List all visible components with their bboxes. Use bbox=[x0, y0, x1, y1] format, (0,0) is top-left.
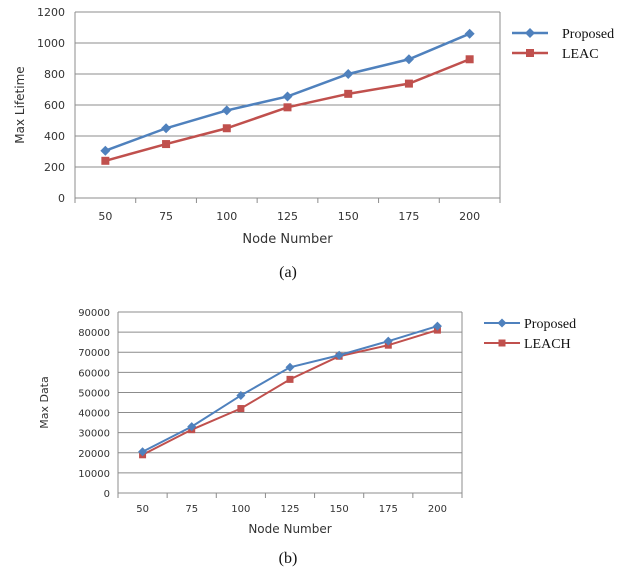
data-point bbox=[464, 28, 475, 39]
data-point bbox=[432, 321, 442, 331]
y-tick-label: 600 bbox=[44, 99, 65, 112]
x-tick-label: 175 bbox=[398, 210, 419, 223]
data-point bbox=[286, 375, 294, 383]
data-point bbox=[343, 69, 354, 79]
y-tick-label: 400 bbox=[44, 130, 65, 143]
x-tick-label: 200 bbox=[428, 504, 447, 515]
data-point bbox=[101, 156, 110, 165]
y-tick-label: 1000 bbox=[37, 37, 65, 50]
x-tick-label: 50 bbox=[136, 504, 149, 515]
legend-label: LEACH bbox=[524, 337, 571, 352]
data-point bbox=[383, 336, 393, 346]
figure-caption: (b) bbox=[279, 550, 298, 567]
data-point bbox=[162, 140, 171, 149]
x-axis-title: Node Number bbox=[248, 522, 331, 536]
x-tick-label: 125 bbox=[277, 210, 298, 223]
y-tick-label: 0 bbox=[58, 192, 65, 205]
figure-caption: (a) bbox=[279, 264, 297, 281]
y-axis-title: Max Lifetime bbox=[13, 66, 27, 143]
x-tick-label: 75 bbox=[159, 210, 173, 223]
data-point bbox=[187, 422, 197, 432]
data-point bbox=[497, 318, 507, 328]
data-point bbox=[404, 79, 413, 88]
data-point bbox=[237, 405, 245, 413]
y-tick-label: 200 bbox=[44, 161, 65, 174]
legend-label: Proposed bbox=[562, 27, 614, 42]
legend-label: LEAC bbox=[562, 47, 599, 62]
x-tick-label: 125 bbox=[280, 504, 299, 515]
y-tick-label: 800 bbox=[44, 68, 65, 81]
data-point bbox=[222, 124, 231, 133]
legend-label: Proposed bbox=[524, 317, 576, 332]
data-point bbox=[334, 350, 344, 360]
x-tick-label: 175 bbox=[379, 504, 398, 515]
data-point bbox=[138, 447, 148, 457]
data-point bbox=[282, 91, 293, 102]
x-tick-label: 50 bbox=[98, 210, 112, 223]
x-axis-title: Node Number bbox=[242, 232, 333, 247]
data-point bbox=[465, 55, 474, 64]
data-point bbox=[498, 339, 506, 347]
y-tick-label: 60000 bbox=[78, 368, 110, 379]
y-tick-label: 50000 bbox=[78, 388, 110, 399]
data-point bbox=[283, 103, 292, 112]
data-point bbox=[221, 105, 232, 116]
data-point bbox=[236, 390, 246, 400]
x-tick-label: 150 bbox=[330, 504, 349, 515]
y-tick-label: 40000 bbox=[78, 409, 110, 420]
chart-b: 0 10000 20000 30000 40000 50000 60000 70000 8000… bbox=[38, 308, 576, 567]
y-tick-label: 10000 bbox=[78, 469, 110, 480]
y-tick-label: 30000 bbox=[78, 429, 110, 440]
data-point bbox=[344, 89, 353, 98]
data-point bbox=[100, 145, 111, 156]
x-tick-label: 200 bbox=[459, 210, 480, 223]
y-axis-title: Max Data bbox=[38, 376, 51, 429]
x-tick-label: 150 bbox=[338, 210, 359, 223]
y-tick-label: 20000 bbox=[78, 449, 110, 460]
data-point bbox=[285, 362, 295, 372]
y-tick-label: 1200 bbox=[37, 6, 65, 19]
y-tick-label: 0 bbox=[104, 489, 110, 500]
data-point bbox=[161, 123, 172, 134]
y-tick-label: 70000 bbox=[78, 348, 110, 359]
x-tick-label: 75 bbox=[185, 504, 198, 515]
x-tick-label: 100 bbox=[216, 210, 237, 223]
data-point bbox=[403, 54, 414, 65]
y-tick-label: 90000 bbox=[78, 308, 110, 319]
data-point bbox=[525, 28, 535, 38]
x-tick-label: 100 bbox=[231, 504, 250, 515]
chart-a: 0 200 400 600 800 1000 1200 50 75 100 125 150 175 200… bbox=[13, 6, 614, 281]
y-tick-label: 80000 bbox=[78, 328, 110, 339]
data-point bbox=[526, 49, 534, 57]
